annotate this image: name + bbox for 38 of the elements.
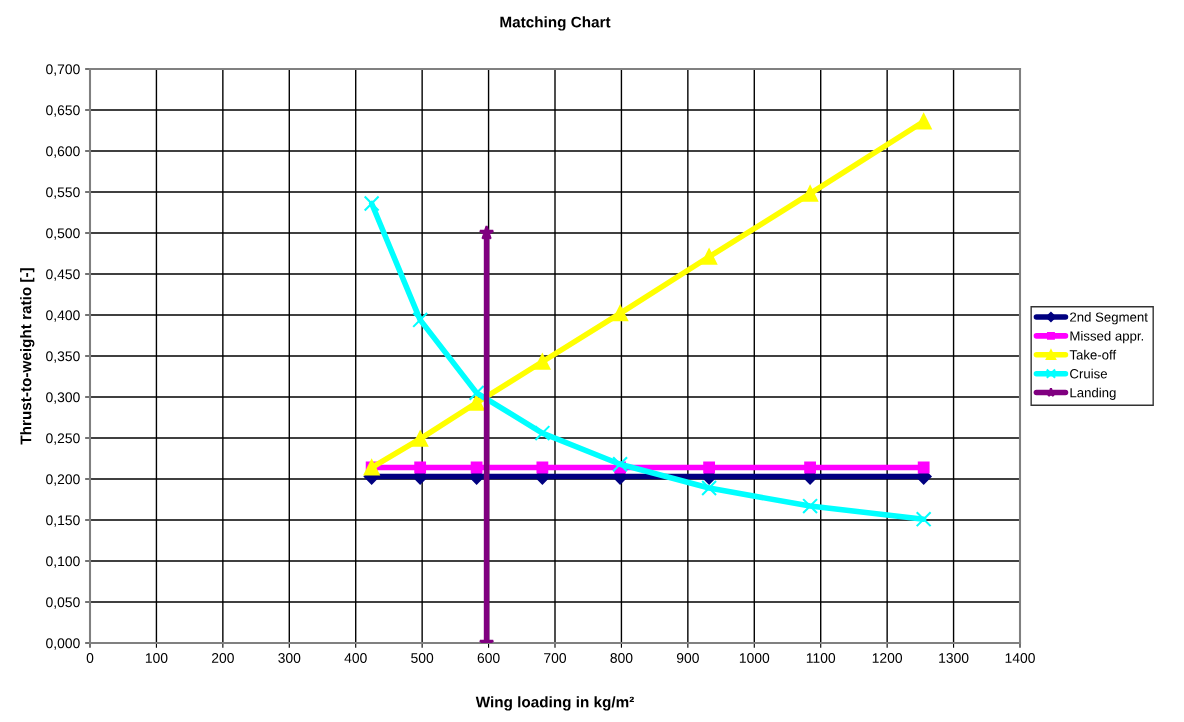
y-tick-label: 0,500 [46, 228, 80, 240]
x-tick-label: 1200 [872, 653, 903, 663]
y-tick-label: 0,400 [46, 310, 80, 322]
y-tick-label: 0,050 [46, 597, 80, 609]
legend-label: Landing [1070, 387, 1116, 400]
y-tick-label: 0,600 [46, 146, 80, 158]
legend-label: Missed appr. [1070, 330, 1144, 344]
y-tick-label: 0,450 [46, 269, 80, 281]
y-tick-label: 0,350 [46, 351, 80, 363]
y-tick-label: 0,700 [46, 64, 80, 76]
x-tick-label: 900 [676, 653, 699, 663]
x-tick-label: 600 [477, 653, 500, 663]
y-tick-label: 0,300 [46, 392, 80, 404]
x-tick-label: 1300 [939, 653, 969, 663]
y-tick-label: 0,150 [46, 515, 80, 527]
legend-label: Take-off [1069, 349, 1117, 360]
x-tick-label: 100 [145, 653, 168, 663]
legend-label: Cruise [1070, 368, 1107, 379]
x-axis-title: Wing loading in kg/m² [475, 696, 634, 711]
y-tick-label: 0,550 [46, 187, 80, 199]
x-tick-label: 300 [278, 653, 301, 663]
y-tick-label: 0,100 [46, 556, 80, 568]
x-tick-label: 1000 [739, 653, 770, 663]
y-axis-title: Thrust-to-weight ratio [-] [20, 268, 35, 445]
x-tick-label: 200 [211, 653, 234, 663]
x-tick-label: 700 [544, 653, 567, 663]
x-tick-label: 1100 [806, 653, 836, 663]
x-tick-label: 400 [344, 653, 367, 663]
legend-label: 2nd Segment [1070, 312, 1148, 325]
x-tick-label: 500 [411, 653, 434, 663]
x-tick-label: 1400 [1005, 653, 1035, 663]
x-tick-label: 800 [610, 653, 633, 663]
chart-title: Matching Chart [500, 16, 611, 31]
y-tick-label: 0,650 [46, 105, 80, 117]
y-tick-label: 0,000 [46, 638, 80, 650]
y-tick-label: 0,200 [46, 474, 80, 486]
x-tick-label: 0 [86, 653, 94, 663]
y-tick-label: 0,250 [46, 433, 80, 445]
